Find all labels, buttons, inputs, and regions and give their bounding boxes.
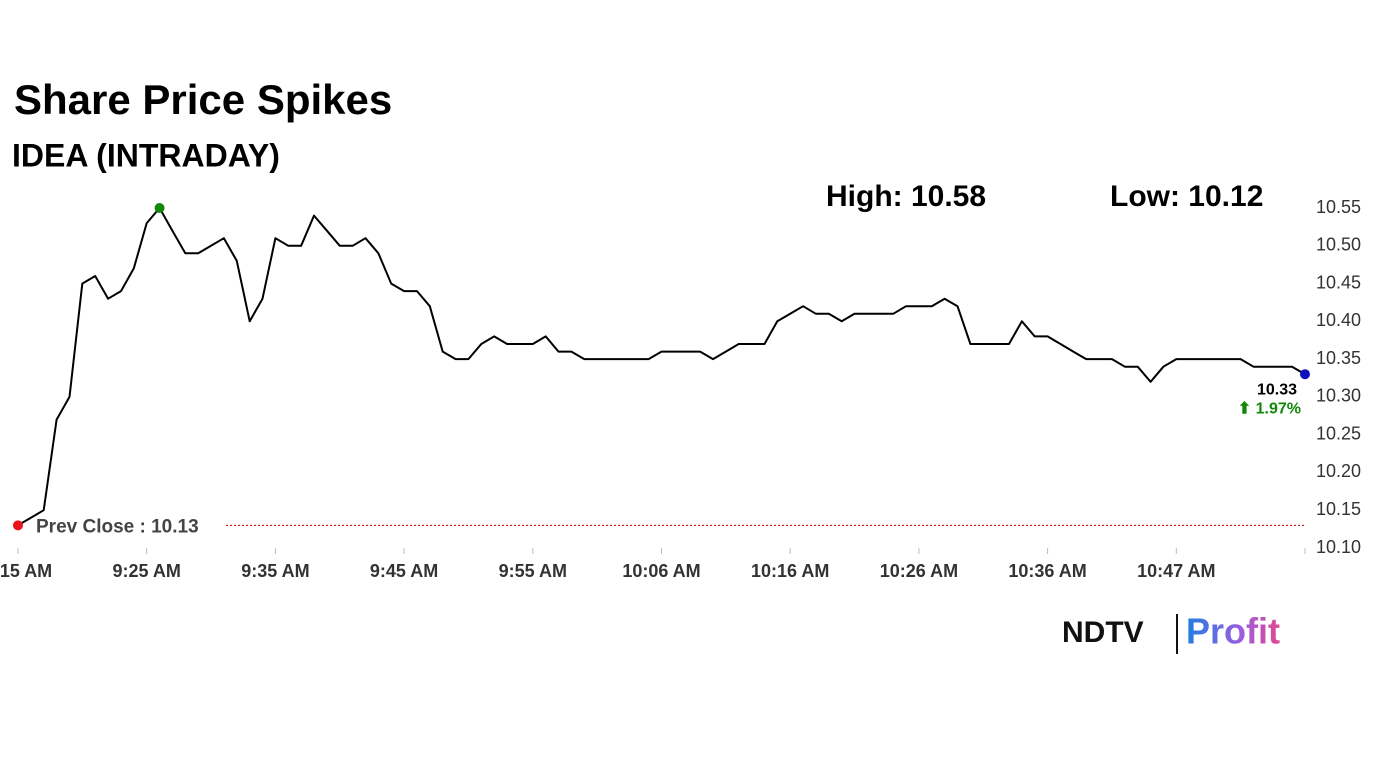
x-tick-label: 9:55 AM [499, 561, 567, 581]
change-label: ⬆ 1.97% [1238, 400, 1301, 417]
last-point [1300, 369, 1310, 380]
x-tick-label: 9:15 AM [0, 561, 52, 581]
high-label: High: 10.58 [826, 180, 986, 213]
x-tick-label: 9:25 AM [113, 561, 181, 581]
last-value-label: 10.33 [1257, 381, 1297, 398]
x-tick-label: 10:26 AM [880, 561, 958, 581]
logo-profit: Profit [1186, 611, 1280, 652]
y-tick-label: 10.30 [1316, 386, 1361, 406]
x-tick-label: 10:36 AM [1008, 561, 1086, 581]
x-tick-label: 9:35 AM [241, 561, 309, 581]
high-point [154, 203, 165, 213]
y-tick-label: 10.45 [1316, 272, 1361, 292]
y-tick-label: 10.10 [1316, 537, 1361, 557]
y-tick-label: 10.35 [1316, 348, 1361, 368]
chart-title: Share Price Spikes [14, 76, 392, 123]
x-tick-label: 10:06 AM [622, 561, 700, 581]
chart-subtitle: IDEA (INTRADAY) [12, 137, 280, 173]
x-tick-label: 10:47 AM [1137, 561, 1215, 581]
y-tick-label: 10.50 [1316, 235, 1361, 255]
y-tick-label: 10.25 [1316, 423, 1361, 443]
first-point [13, 520, 23, 531]
x-tick-label: 9:45 AM [370, 561, 438, 581]
logo-ndtv: NDTV [1062, 616, 1144, 649]
y-tick-label: 10.15 [1316, 499, 1361, 519]
y-tick-label: 10.55 [1316, 197, 1361, 217]
prev-close-label: Prev Close : 10.13 [36, 516, 199, 537]
y-tick-label: 10.40 [1316, 310, 1361, 330]
low-label: Low: 10.12 [1110, 180, 1263, 213]
price-line [17, 207, 1306, 527]
y-tick-label: 10.20 [1316, 461, 1361, 481]
x-tick-label: 10:16 AM [751, 561, 829, 581]
